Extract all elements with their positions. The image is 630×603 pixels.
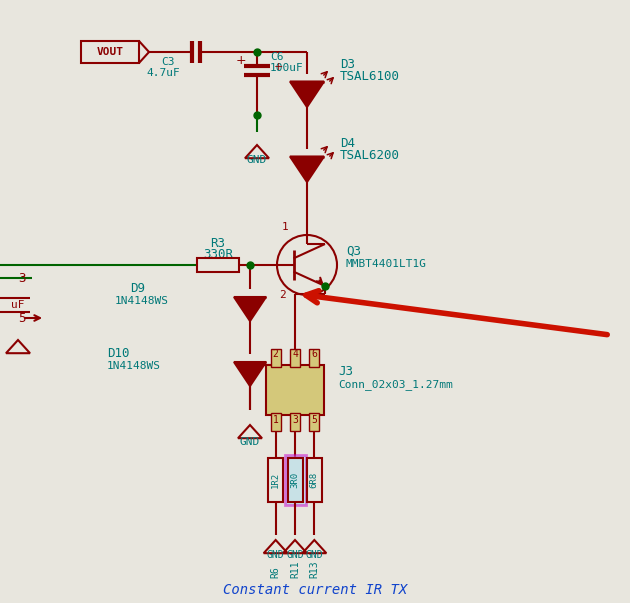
Polygon shape	[234, 297, 266, 321]
Bar	[271, 413, 281, 431]
Text: 330R: 330R	[203, 248, 233, 261]
Text: GND: GND	[286, 550, 304, 560]
Text: 2: 2	[273, 349, 278, 359]
Text: Q3: Q3	[346, 245, 361, 258]
Bar	[309, 413, 319, 431]
Text: 3: 3	[292, 415, 298, 425]
Text: 6R8: 6R8	[310, 472, 319, 488]
Polygon shape	[234, 362, 266, 386]
Text: GND: GND	[240, 437, 260, 447]
Text: GND: GND	[306, 550, 323, 560]
Bar	[290, 349, 300, 367]
Bar	[309, 349, 319, 367]
Text: GND: GND	[267, 550, 285, 560]
Text: 5: 5	[311, 415, 318, 425]
Bar	[307, 458, 322, 502]
Text: 1: 1	[273, 415, 278, 425]
Text: 6: 6	[311, 349, 318, 359]
Text: Conn_02x03_1.27mm: Conn_02x03_1.27mm	[338, 379, 453, 390]
Text: TSAL6200: TSAL6200	[340, 149, 400, 162]
Bar	[266, 365, 324, 415]
Text: 4: 4	[292, 349, 298, 359]
Text: D4: D4	[340, 137, 355, 150]
Text: 1N4148WS: 1N4148WS	[107, 361, 161, 371]
Bar	[287, 458, 302, 502]
Text: C6: C6	[270, 52, 284, 62]
Text: D3: D3	[340, 58, 355, 71]
Text: MMBT4401LT1G: MMBT4401LT1G	[346, 259, 427, 269]
Bar	[285, 455, 306, 505]
Text: R3: R3	[210, 237, 226, 250]
Text: R13: R13	[309, 560, 319, 578]
Text: 3R0: 3R0	[290, 472, 299, 488]
Text: +: +	[236, 54, 246, 66]
Text: D9: D9	[130, 282, 145, 295]
Bar	[81, 41, 139, 63]
Text: VOUT: VOUT	[96, 47, 123, 57]
Bar	[271, 349, 281, 367]
Bar	[197, 258, 239, 272]
Text: 1: 1	[282, 222, 289, 232]
Text: TSAL6100: TSAL6100	[340, 70, 400, 83]
Text: R11: R11	[290, 560, 300, 578]
Polygon shape	[290, 81, 324, 107]
Text: R6: R6	[271, 566, 281, 578]
Text: Constant current IR TX: Constant current IR TX	[223, 583, 407, 597]
Text: 1R2: 1R2	[271, 472, 280, 488]
Polygon shape	[290, 157, 324, 182]
Text: 5: 5	[18, 312, 26, 324]
Text: D10: D10	[107, 347, 130, 360]
Text: 4.7uF: 4.7uF	[146, 68, 180, 78]
Text: C3: C3	[161, 57, 175, 67]
Text: 3: 3	[18, 271, 26, 285]
Text: GND: GND	[247, 155, 267, 165]
Text: 2: 2	[278, 290, 285, 300]
Bar	[290, 413, 300, 431]
Bar	[268, 458, 283, 502]
Text: 1N4148WS: 1N4148WS	[115, 296, 169, 306]
Text: 100uF: 100uF	[270, 63, 304, 73]
Text: uF: uF	[11, 300, 25, 310]
Text: +: +	[274, 63, 284, 72]
Text: J3: J3	[338, 365, 353, 378]
